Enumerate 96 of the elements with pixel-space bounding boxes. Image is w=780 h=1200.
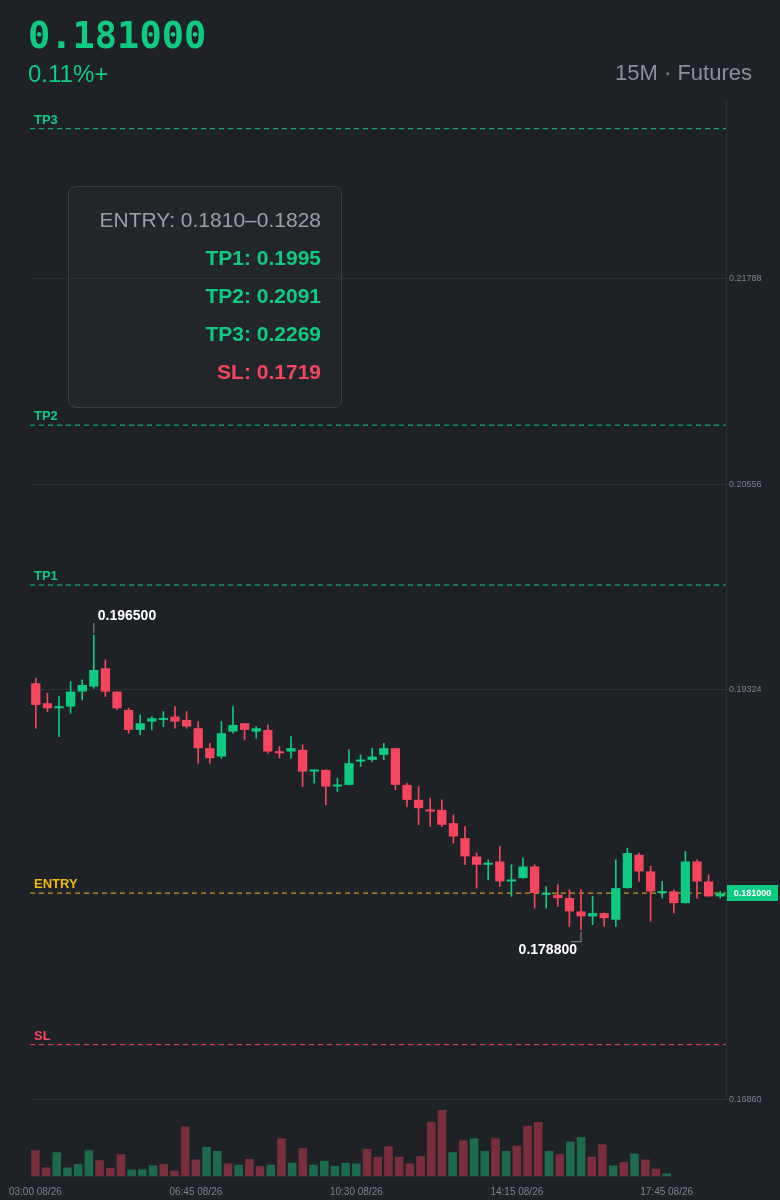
bar (373, 1156, 383, 1176)
bar (116, 1154, 126, 1176)
x-tick-label: 17:45 08/26 (640, 1185, 694, 1197)
bar (608, 1165, 618, 1176)
text: 15M · Futures (615, 60, 752, 86)
bar (309, 1164, 318, 1176)
bar (630, 1153, 639, 1176)
bar (266, 1164, 276, 1176)
bar (651, 1168, 661, 1176)
bar (405, 1163, 415, 1176)
y-tick-label: 0.20556 (729, 478, 762, 489)
bar (170, 1170, 179, 1176)
y-tick-label: 0.21788 (729, 273, 762, 284)
ref-line-label: SL (34, 1027, 51, 1043)
text: 0.181000 (28, 14, 207, 57)
bar (459, 1140, 468, 1176)
bar (330, 1166, 340, 1176)
annotation: ENTRY: 0.1810–0.1828 (98, 207, 321, 233)
candlestick (54, 696, 64, 737)
ref-line-label: ENTRY (34, 876, 78, 892)
bar (416, 1156, 425, 1176)
bar (287, 1162, 297, 1176)
bar (95, 1160, 104, 1176)
bar (148, 1165, 158, 1176)
y-tick-label: 0.16860 (729, 1094, 762, 1105)
annotation: TP1: 0.1995 (204, 245, 321, 271)
annotation: TP2: 0.2091 (204, 283, 321, 309)
x-tick-label: 06:45 08/26 (169, 1185, 223, 1197)
ref-line-label: TP3 (34, 111, 58, 127)
x-tick-label: 10:30 08/26 (329, 1185, 384, 1197)
bar (319, 1160, 329, 1176)
bar (277, 1138, 286, 1176)
bar (512, 1145, 522, 1176)
annotation: SL: 0.1719 (216, 359, 321, 385)
bar (245, 1158, 254, 1176)
text: 0.181000 (733, 887, 772, 898)
bar (480, 1150, 490, 1176)
bar (41, 1167, 51, 1176)
x-tick-label: 03:00 08/26 (8, 1185, 63, 1197)
bar (384, 1146, 393, 1176)
bar (138, 1169, 147, 1176)
bar (533, 1121, 543, 1176)
bar (491, 1138, 500, 1176)
candlestick (228, 706, 238, 734)
ref-line-label: TP2 (34, 408, 58, 424)
bar (202, 1146, 211, 1176)
bar (352, 1163, 361, 1176)
bar (73, 1164, 83, 1176)
bar (159, 1164, 169, 1176)
bar (544, 1150, 554, 1176)
candlestick (483, 859, 493, 881)
bar (555, 1154, 564, 1176)
bar (619, 1162, 629, 1176)
bar (394, 1156, 404, 1176)
candlestick (576, 889, 586, 931)
bar (180, 1126, 190, 1176)
bar (234, 1164, 243, 1176)
bar (127, 1169, 136, 1176)
ref-line-label: TP1 (34, 568, 58, 584)
bar (598, 1144, 607, 1176)
bar (191, 1159, 201, 1176)
candlestick (425, 797, 435, 827)
chart-subtitle: 0.11%+ (28, 60, 109, 88)
bar (469, 1138, 479, 1176)
candlestick (170, 706, 180, 729)
bar (298, 1148, 308, 1176)
bar (52, 1152, 62, 1176)
bar (212, 1150, 222, 1176)
bar (523, 1125, 532, 1176)
bar (341, 1162, 350, 1176)
bar (255, 1166, 265, 1176)
annotation: 0.196500 (97, 606, 157, 623)
bar (362, 1148, 372, 1176)
bar (662, 1173, 671, 1176)
bar (640, 1159, 650, 1176)
y-tick-label: 0.19324 (729, 683, 762, 694)
candlestick (251, 726, 261, 739)
bar (223, 1163, 233, 1176)
bar (587, 1156, 597, 1176)
candlestick (657, 881, 667, 899)
bar (426, 1121, 436, 1176)
bar (437, 1110, 447, 1176)
annotation: TP3: 0.2269 (204, 321, 321, 347)
bar (105, 1168, 115, 1176)
x-tick-label: 14:15 08/26 (490, 1185, 544, 1197)
bar (566, 1141, 575, 1176)
annotation: 0.178800 (518, 940, 578, 957)
bar (63, 1167, 72, 1176)
bar (501, 1150, 511, 1176)
candlestick (541, 886, 551, 909)
bar (84, 1150, 94, 1176)
bar (31, 1150, 40, 1176)
bar (576, 1137, 586, 1176)
candlestick (286, 736, 296, 759)
candlestick (309, 769, 319, 784)
bar (448, 1152, 457, 1176)
